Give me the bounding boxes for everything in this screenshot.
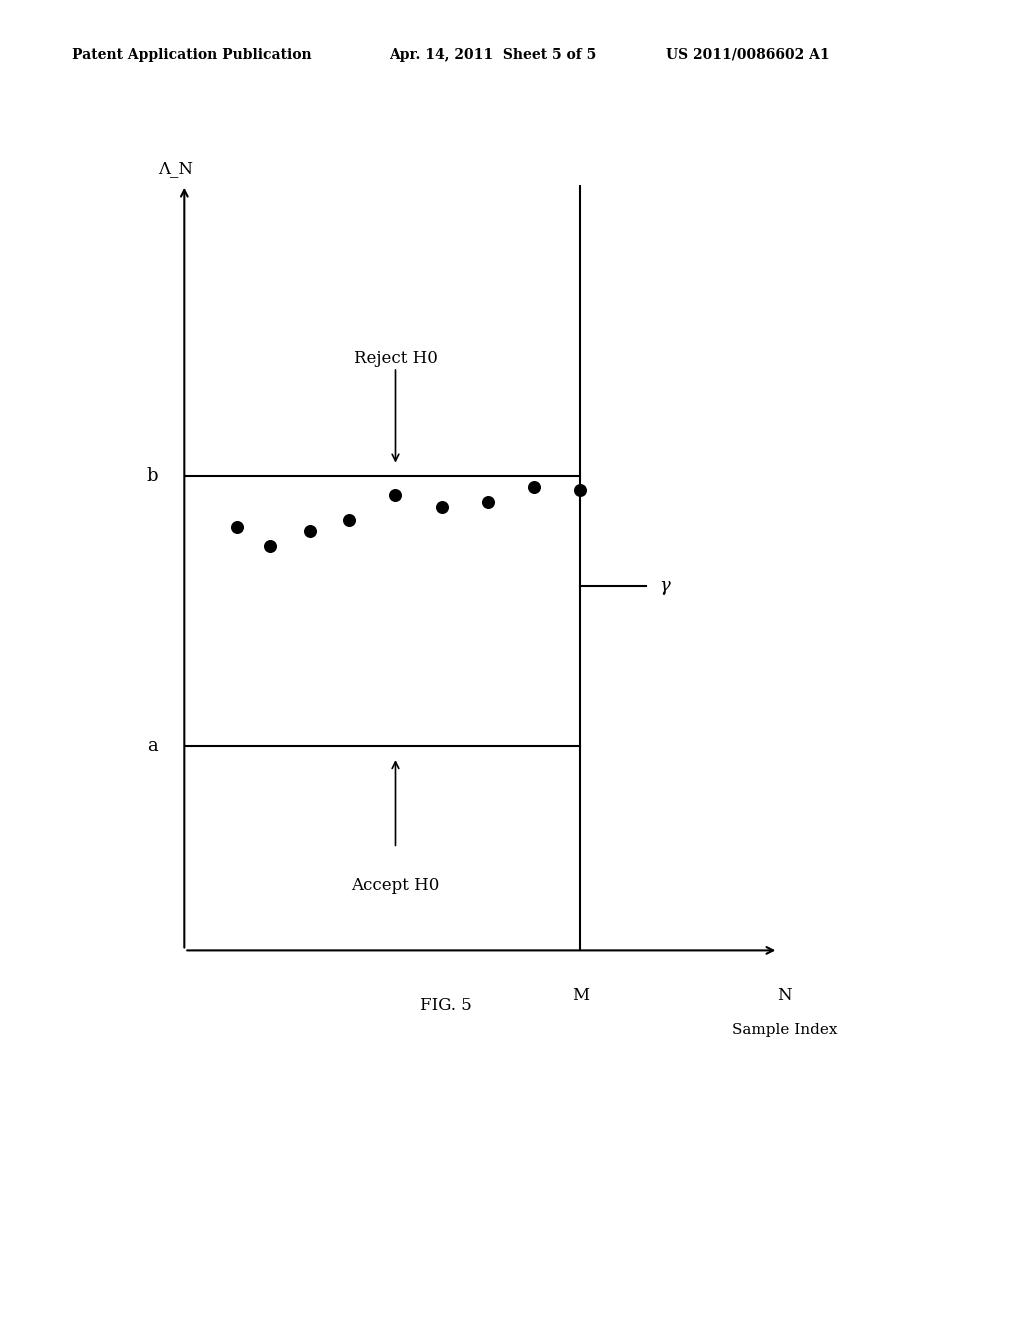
Point xyxy=(526,477,543,498)
Point xyxy=(479,491,496,512)
Point xyxy=(301,520,317,541)
Text: Λ_N: Λ_N xyxy=(158,161,193,177)
Text: a: a xyxy=(147,738,158,755)
Point xyxy=(262,535,279,556)
Text: Reject H0: Reject H0 xyxy=(353,350,437,367)
Text: Sample Index: Sample Index xyxy=(732,1023,838,1038)
Text: γ: γ xyxy=(659,577,670,595)
Text: b: b xyxy=(146,467,158,486)
Point xyxy=(387,484,403,506)
Text: Patent Application Publication: Patent Application Publication xyxy=(72,48,311,62)
Text: Apr. 14, 2011  Sheet 5 of 5: Apr. 14, 2011 Sheet 5 of 5 xyxy=(389,48,596,62)
Point xyxy=(229,517,246,539)
Point xyxy=(572,479,589,500)
Point xyxy=(433,496,450,517)
Text: US 2011/0086602 A1: US 2011/0086602 A1 xyxy=(666,48,829,62)
Text: M: M xyxy=(571,987,589,1003)
Point xyxy=(341,510,357,531)
Text: Accept H0: Accept H0 xyxy=(351,878,439,895)
Text: FIG. 5: FIG. 5 xyxy=(420,997,471,1014)
Text: N: N xyxy=(777,987,793,1003)
